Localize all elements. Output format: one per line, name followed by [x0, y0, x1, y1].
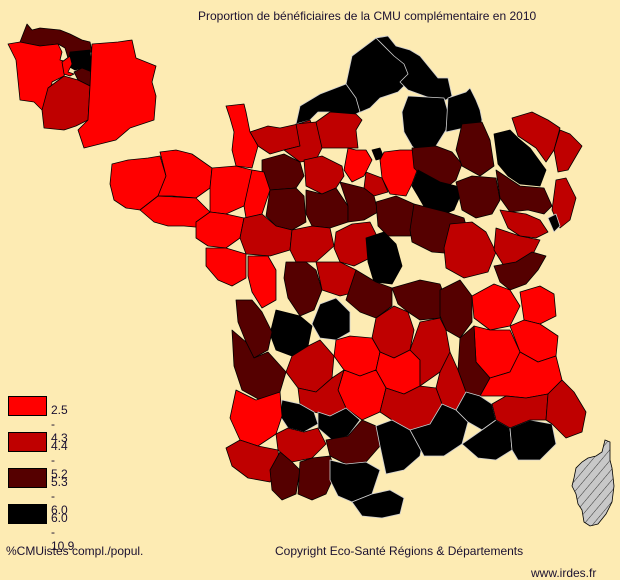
dept-deux-sevres[interactable]	[247, 255, 277, 309]
legend-swatch	[8, 504, 47, 524]
dept-ardennes[interactable]	[445, 87, 483, 133]
dept-essonne-inset[interactable]	[41, 75, 91, 131]
dept-loiret[interactable]	[339, 181, 379, 223]
legend-label: 5.3 - 6.0	[51, 475, 68, 517]
legend-unit-label: %CMUistes compl./popul.	[6, 544, 144, 558]
dept-eure-et-loir[interactable]	[303, 155, 345, 195]
dept-creuse[interactable]	[311, 297, 351, 341]
dept-yvelines-inset[interactable]	[7, 41, 69, 111]
dept-var[interactable]	[509, 419, 557, 461]
dept-loir-et-cher[interactable]	[305, 187, 349, 229]
dept-charente-maritime[interactable]	[235, 299, 273, 359]
dept-haute-garonne[interactable]	[297, 455, 337, 501]
dept-haute-saone[interactable]	[499, 209, 549, 239]
dept-bouches-du-rhone[interactable]	[461, 419, 513, 461]
mainland-france	[109, 35, 587, 519]
dept-alpes-maritimes[interactable]	[545, 379, 587, 439]
dept-territoire-de-belfort[interactable]	[547, 213, 561, 233]
dept-meuse[interactable]	[455, 121, 495, 177]
dept-meurthe-et-moselle[interactable]	[493, 129, 547, 187]
dept-gironde[interactable]	[231, 329, 287, 401]
dept-vendee[interactable]	[205, 247, 247, 287]
website-link[interactable]: www.irdes.fr	[531, 566, 597, 580]
inset-ile-de-france	[7, 23, 157, 149]
dept-ain[interactable]	[471, 283, 521, 331]
dept-hautes-pyrenees[interactable]	[269, 451, 301, 501]
dept-oise[interactable]	[313, 111, 363, 149]
dept-haute-savoie[interactable]	[519, 285, 557, 325]
dept-vosges[interactable]	[495, 169, 553, 215]
map-title: Proportion de bénéficiaires de la CMU co…	[198, 9, 537, 23]
dept-saone-et-loire[interactable]	[443, 221, 497, 279]
dept-correze[interactable]	[333, 335, 381, 377]
legend-label: 4.4 - 5.2	[51, 439, 68, 481]
dept-jura[interactable]	[493, 251, 547, 291]
dept-seine-et-marne-main[interactable]	[379, 149, 419, 197]
dept-haute-marne[interactable]	[455, 175, 501, 219]
dept-indre-et-loire[interactable]	[289, 225, 335, 263]
dept-hauts-de-seine-inset[interactable]	[61, 55, 75, 77]
dept-allier[interactable]	[345, 269, 393, 319]
dept-vienne[interactable]	[283, 261, 323, 317]
dept-yvelines-main[interactable]	[343, 147, 373, 183]
legend-swatch	[8, 468, 47, 488]
dept-pyrenees-orientales[interactable]	[351, 489, 405, 519]
dept-bas-rhin[interactable]	[553, 129, 583, 173]
legend-swatch	[8, 396, 47, 416]
dept-essonne-main[interactable]	[363, 171, 389, 197]
dept-tarn-et-garonne[interactable]	[317, 407, 361, 441]
corsica-no-data[interactable]	[571, 439, 615, 527]
dept-manche[interactable]	[225, 103, 259, 169]
copyright-text: Copyright Eco-Santé Régions & Départemen…	[275, 544, 524, 558]
dept-loire-atlantique[interactable]	[195, 211, 245, 249]
dept-sarthe[interactable]	[265, 187, 307, 231]
legend-label: 2.5 - 4.3	[51, 403, 68, 445]
dept-rhone[interactable]	[439, 279, 473, 339]
dept-cotes-darmor[interactable]	[157, 149, 213, 199]
legend-label: 6.0 - 10.9	[51, 511, 75, 553]
dept-landes[interactable]	[229, 389, 283, 447]
legend-swatch	[8, 432, 47, 452]
dept-nievre[interactable]	[365, 231, 403, 285]
dept-seine-et-marne-inset[interactable]	[77, 39, 157, 149]
dept-haut-rhin[interactable]	[551, 177, 577, 229]
